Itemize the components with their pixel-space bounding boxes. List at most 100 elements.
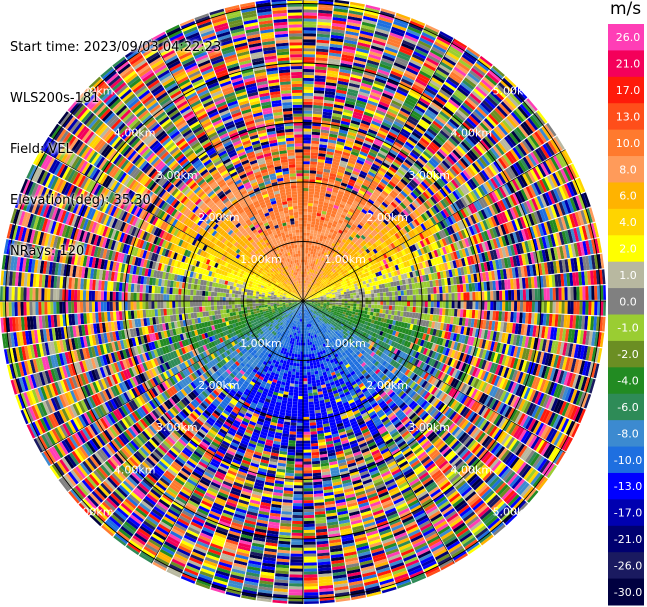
- velocity-gate: [364, 10, 379, 17]
- velocity-gate: [329, 303, 333, 306]
- velocity-gate: [448, 285, 452, 293]
- velocity-gate: [369, 94, 381, 101]
- velocity-gate: [313, 230, 318, 234]
- velocity-gate: [314, 224, 319, 229]
- velocity-gate: [331, 28, 345, 34]
- velocity-gate: [303, 229, 307, 233]
- velocity-gate: [304, 292, 307, 296]
- velocity-gate: [338, 187, 346, 193]
- velocity-gate: [337, 77, 350, 83]
- velocity-gate: [343, 145, 353, 151]
- velocity-gate: [311, 143, 319, 148]
- velocity-gate: [436, 286, 440, 294]
- velocity-gate: [307, 208, 313, 213]
- velocity-gate: [356, 134, 366, 140]
- velocity-gate: [348, 159, 356, 165]
- velocity-gate: [457, 292, 461, 301]
- velocity-gate: [317, 18, 332, 23]
- velocity-gate: [303, 289, 305, 293]
- velocity-gate: [388, 310, 392, 315]
- velocity-gate: [314, 81, 326, 85]
- velocity-gate: [355, 53, 368, 60]
- velocity-gate: [346, 137, 355, 143]
- velocity-gate: [350, 298, 354, 301]
- velocity-gate: [427, 287, 431, 294]
- velocity-gate: [330, 127, 339, 133]
- velocity-gate: [407, 295, 411, 301]
- velocity-gate: [505, 290, 509, 301]
- velocity-gate: [303, 116, 312, 120]
- velocity-gate: [347, 181, 355, 187]
- velocity-gate: [311, 266, 314, 270]
- velocity-gate: [329, 49, 342, 54]
- velocity-gate: [393, 20, 408, 29]
- velocity-gate: [310, 149, 319, 153]
- velocity-gate: [307, 274, 310, 278]
- velocity-gate: [319, 141, 328, 146]
- velocity-gate: [314, 264, 317, 268]
- velocity-gate: [308, 250, 311, 254]
- velocity-gate: [331, 22, 346, 28]
- velocity-gate: [310, 161, 318, 165]
- velocity-gate: [310, 254, 313, 258]
- velocity-gate: [322, 114, 332, 119]
- velocity-gate: [436, 301, 440, 308]
- velocity-gate: [316, 234, 321, 238]
- velocity-gate: [364, 7, 380, 14]
- velocity-gate: [380, 296, 384, 301]
- velocity-gate: [332, 19, 347, 25]
- velocity-gate: [319, 222, 324, 227]
- velocity-gate: [310, 248, 314, 252]
- velocity-gate: [343, 108, 354, 114]
- velocity-gate: [305, 250, 309, 254]
- velocity-gate: [403, 290, 407, 296]
- velocity-gate: [314, 267, 318, 272]
- velocity-gate: [313, 194, 320, 199]
- velocity-gate: [343, 173, 351, 179]
- velocity-gate: [374, 301, 378, 305]
- velocity-gate: [395, 12, 411, 21]
- velocity-gate: [303, 196, 309, 200]
- velocity-gate: [334, 202, 340, 207]
- velocity-gate: [304, 286, 306, 290]
- velocity-gate: [303, 199, 308, 203]
- velocity-gate: [303, 18, 317, 22]
- velocity-gate: [336, 89, 347, 95]
- velocity-gate: [343, 45, 356, 51]
- velocity-gate: [348, 13, 363, 19]
- velocity-gate: [334, 2, 349, 8]
- velocity-gate: [303, 149, 311, 153]
- velocity-gate: [306, 262, 309, 266]
- velocity-gate: [347, 18, 362, 25]
- velocity-gate: [303, 42, 316, 46]
- velocity-gate: [317, 228, 322, 232]
- velocity-gate: [308, 247, 312, 251]
- velocity-gate: [401, 295, 405, 301]
- velocity-gate: [338, 132, 347, 137]
- velocity-gate: [319, 195, 325, 200]
- velocity-gate: [325, 157, 333, 162]
- velocity-gate: [346, 24, 361, 31]
- velocity-gate: [342, 195, 349, 201]
- velocity-gate: [433, 301, 437, 308]
- velocity-gate: [323, 105, 333, 110]
- velocity-gate: [522, 289, 527, 301]
- velocity-gate: [310, 251, 314, 255]
- velocity-gate: [323, 171, 330, 176]
- velocity-gate: [436, 308, 440, 315]
- velocity-gate: [313, 107, 323, 112]
- velocity-gate: [558, 301, 562, 314]
- velocity-gate: [376, 71, 389, 79]
- velocity-gate: [342, 111, 353, 117]
- velocity-gate: [390, 29, 405, 37]
- velocity-gate: [304, 280, 307, 284]
- velocity-gate: [363, 15, 378, 22]
- velocity-gate: [445, 285, 449, 293]
- velocity-gate: [303, 27, 317, 31]
- velocity-gate: [303, 226, 307, 230]
- velocity-gate: [324, 199, 330, 204]
- velocity-gate: [516, 289, 521, 301]
- velocity-gate: [308, 244, 312, 249]
- velocity-gate: [306, 226, 311, 230]
- velocity-gate: [321, 210, 327, 215]
